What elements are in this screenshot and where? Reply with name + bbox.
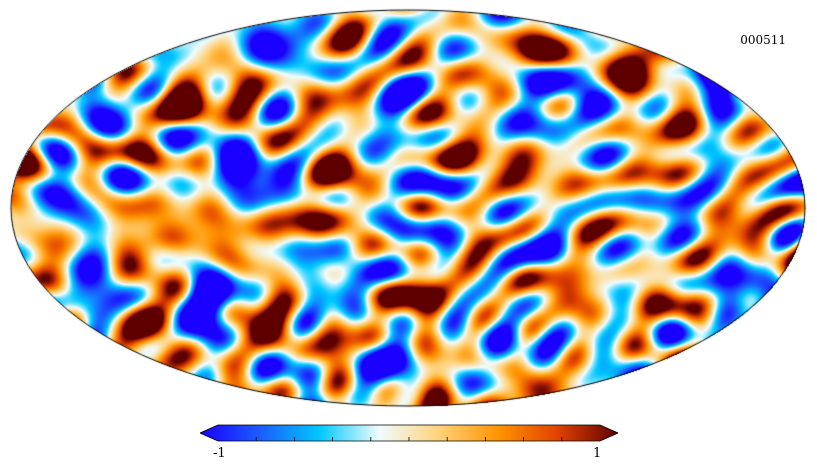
colorbar bbox=[200, 424, 618, 442]
colorbar-min-label: -1 bbox=[213, 446, 226, 461]
colorbar-max-label: 1 bbox=[593, 446, 602, 461]
map-id-label: 000511 bbox=[740, 33, 786, 47]
colorbar-bar bbox=[200, 424, 618, 442]
colorbar-ticks bbox=[255, 437, 563, 441]
